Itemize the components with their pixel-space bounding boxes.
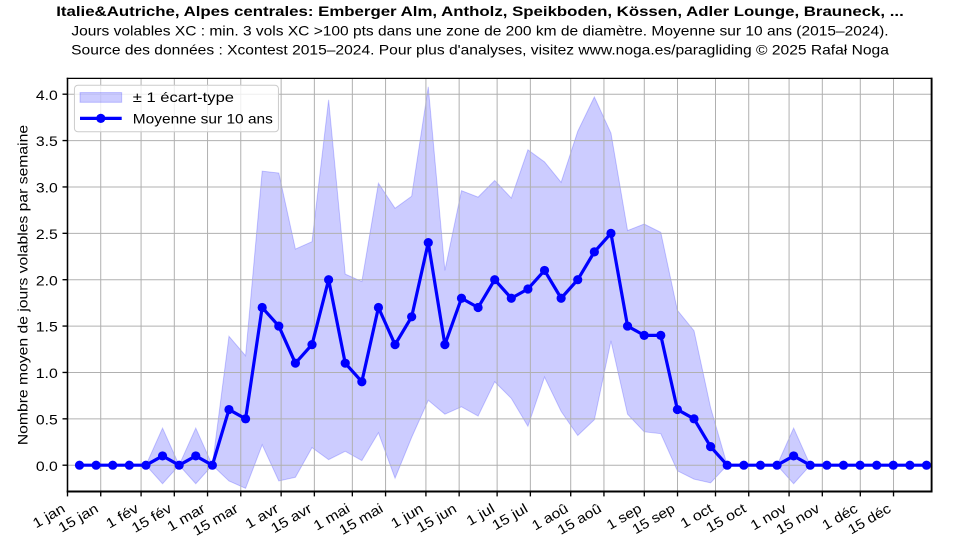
- svg-text:0.0: 0.0: [36, 458, 58, 474]
- svg-text:1.0: 1.0: [36, 365, 58, 381]
- svg-text:Moyenne sur 10 ans: Moyenne sur 10 ans: [133, 110, 273, 126]
- svg-text:3.5: 3.5: [36, 133, 58, 149]
- svg-text:2.0: 2.0: [36, 272, 58, 288]
- svg-text:3.0: 3.0: [36, 180, 58, 196]
- svg-text:2.5: 2.5: [36, 226, 58, 242]
- svg-text:± 1 écart-type: ± 1 écart-type: [133, 89, 235, 105]
- svg-text:Jours volables XC : min. 3 vol: Jours volables XC : min. 3 vols XC >100 …: [71, 23, 888, 39]
- svg-text:4.0: 4.0: [36, 87, 58, 103]
- svg-text:1.5: 1.5: [36, 319, 58, 335]
- svg-text:Italie&Autriche, Alpes central: Italie&Autriche, Alpes centrales: Emberg…: [56, 4, 904, 20]
- svg-text:0.5: 0.5: [36, 411, 58, 427]
- svg-text:Source des données : Xcontest: Source des données : Xcontest 2015–2024.…: [71, 41, 889, 57]
- svg-text:Nombre moyen de jours volables: Nombre moyen de jours volables par semai…: [14, 125, 30, 446]
